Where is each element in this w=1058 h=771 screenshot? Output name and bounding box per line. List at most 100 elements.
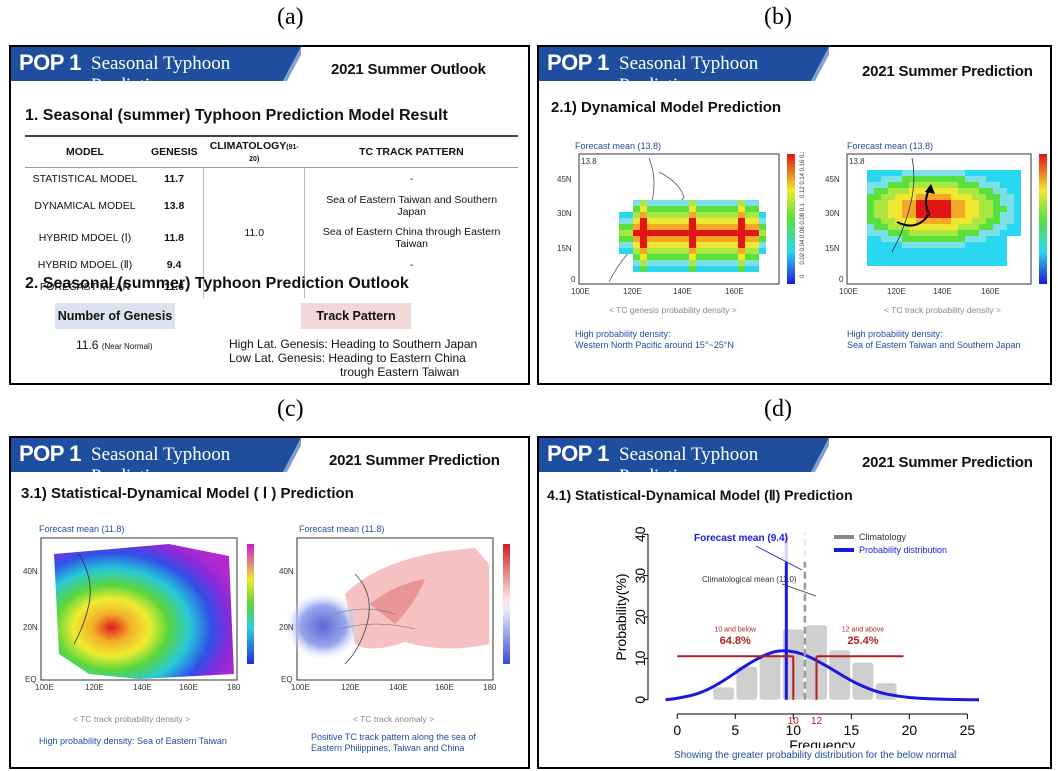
density-cell — [937, 212, 944, 218]
density-cell — [951, 200, 958, 206]
density-cell — [986, 200, 993, 206]
density-cell — [965, 218, 972, 224]
density-cell — [724, 236, 731, 242]
density-cell — [717, 236, 724, 242]
density-cell — [972, 248, 979, 254]
density-cell — [944, 218, 951, 224]
track-line-3: trough Eastern Taiwan — [340, 365, 460, 379]
panel-c: POP 1 Seasonal Typhoon Prediction 2021 S… — [9, 436, 530, 769]
density-cell — [958, 248, 965, 254]
density-cell — [661, 266, 668, 272]
density-cell — [944, 182, 951, 188]
density-cell — [682, 254, 689, 260]
density-cell — [633, 254, 640, 260]
density-cell — [951, 218, 958, 224]
density-cell — [993, 200, 1000, 206]
density-cell — [944, 224, 951, 230]
density-cell — [1007, 212, 1014, 218]
density-cell — [874, 224, 881, 230]
density-cell — [661, 230, 668, 236]
density-cell — [979, 170, 986, 176]
row-genesis: 13.8 — [163, 199, 185, 212]
density-cell — [972, 182, 979, 188]
density-cell — [619, 236, 626, 242]
lon-180: 180 — [227, 683, 241, 692]
climatology-bar — [713, 687, 735, 700]
density-cell — [972, 206, 979, 212]
density-cell — [668, 218, 675, 224]
density-cell — [1000, 236, 1007, 242]
density-cell — [703, 200, 710, 206]
density-cell — [689, 236, 696, 242]
row-genesis: 11.6 — [164, 280, 185, 293]
density-cell — [1014, 206, 1021, 212]
outlook-title: 2021 Summer Prediction — [862, 63, 1033, 80]
density-cell — [640, 254, 647, 260]
density-cell — [668, 242, 675, 248]
banner-pop-label: POP 1 — [547, 441, 609, 466]
density-cell — [696, 254, 703, 260]
density-cell — [874, 206, 881, 212]
density-cell — [696, 200, 703, 206]
density-cell — [696, 212, 703, 218]
density-cell — [902, 248, 909, 254]
density-cell — [759, 236, 766, 242]
density-cell — [745, 236, 752, 242]
density-cell — [958, 200, 965, 206]
density-cell — [888, 236, 895, 242]
density-cell — [682, 206, 689, 212]
chart-caption: Showing the greater probability distribu… — [674, 750, 957, 761]
density-cell — [972, 242, 979, 248]
density-cell — [965, 188, 972, 194]
density-cell — [909, 206, 916, 212]
density-cell — [958, 254, 965, 260]
threshold-tick-label: 10 — [788, 716, 800, 727]
density-cell — [923, 218, 930, 224]
corner-value: 13.8 — [849, 157, 865, 166]
density-cells — [619, 200, 766, 272]
density-cell — [710, 236, 717, 242]
density-cell — [888, 260, 895, 266]
clim-mean-annotation: Climatological mean (11.0) — [702, 575, 797, 584]
lon-160e: 160E — [725, 287, 744, 296]
density-cell — [717, 230, 724, 236]
density-cell — [696, 242, 703, 248]
density-cell — [874, 218, 881, 224]
density-cell — [1000, 182, 1007, 188]
density-cell — [752, 236, 759, 242]
table-row: DYNAMICAL MODEL 13.8 Sea of Eastern Taiw… — [25, 189, 518, 222]
density-cell — [895, 182, 902, 188]
density-cell — [930, 200, 937, 206]
genesis-note: (Near Normal) — [101, 342, 153, 351]
lon-140e: 140E — [673, 287, 692, 296]
density-cell — [881, 212, 888, 218]
density-cell — [724, 230, 731, 236]
density-cell — [993, 242, 1000, 248]
lon-120e: 120E — [341, 683, 360, 692]
outlook-title: 2021 Summer Prediction — [862, 454, 1033, 471]
density-cell — [965, 230, 972, 236]
density-cell — [710, 260, 717, 266]
density-cell — [916, 260, 923, 266]
density-cell — [979, 188, 986, 194]
density-cell — [647, 230, 654, 236]
density-cell — [909, 200, 916, 206]
density-cell — [724, 218, 731, 224]
density-cell — [923, 242, 930, 248]
density-cell — [738, 260, 745, 266]
density-cell — [682, 224, 689, 230]
density-cell — [916, 224, 923, 230]
density-cell — [972, 200, 979, 206]
density-cell — [647, 224, 654, 230]
density-cell — [930, 182, 937, 188]
density-cell — [944, 194, 951, 200]
density-cell — [881, 242, 888, 248]
density-cell — [986, 254, 993, 260]
scale-label: 0.06 — [800, 226, 804, 238]
col-climatology-label: CLIMATOLOGY — [209, 140, 287, 152]
density-cell — [654, 224, 661, 230]
density-cell — [710, 254, 717, 260]
row-model: HYBRID MDOEL (Ⅰ) — [38, 231, 132, 244]
density-cell — [965, 236, 972, 242]
below-value: 64.8% — [720, 635, 751, 647]
